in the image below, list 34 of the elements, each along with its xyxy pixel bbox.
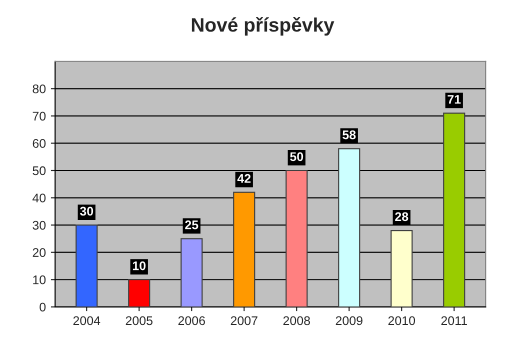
bar [286, 170, 308, 307]
y-tick-label: 10 [33, 275, 46, 284]
bar [76, 224, 98, 307]
y-tick-label: 60 [32, 139, 46, 148]
data-label: 50 [290, 152, 304, 162]
data-label: 10 [132, 261, 146, 270]
bar [390, 230, 413, 307]
y-tick-label: 0 [40, 302, 46, 312]
x-tick-label: 2009 [336, 316, 362, 326]
chart-title: Nové příspěvky [192, 17, 334, 36]
bar [338, 148, 360, 307]
data-label: 71 [448, 95, 461, 104]
y-tick-label: 70 [32, 112, 46, 121]
x-tick-label: 2008 [283, 316, 310, 326]
bar [233, 192, 256, 307]
data-label: 42 [237, 174, 251, 183]
x-tick-label: 2004 [73, 316, 100, 326]
x-tick-label: 2006 [178, 316, 205, 326]
y-tick-label: 40 [32, 194, 46, 202]
data-label: 28 [395, 212, 408, 222]
data-label: 25 [185, 220, 198, 230]
bar [128, 279, 150, 307]
x-tick-label: 2011 [441, 316, 467, 326]
x-tick-label: 2010 [388, 316, 416, 326]
bar [180, 238, 203, 307]
data-label: 58 [342, 130, 356, 140]
bar [443, 112, 466, 307]
x-tick-label: 2007 [230, 316, 258, 326]
y-tick-label: 50 [32, 166, 46, 176]
y-tick-label: 20 [32, 248, 46, 257]
data-label: 30 [80, 206, 94, 216]
x-tick-label: 2005 [126, 316, 153, 326]
y-tick-label: 30 [32, 220, 46, 230]
y-tick-label: 80 [32, 84, 46, 94]
